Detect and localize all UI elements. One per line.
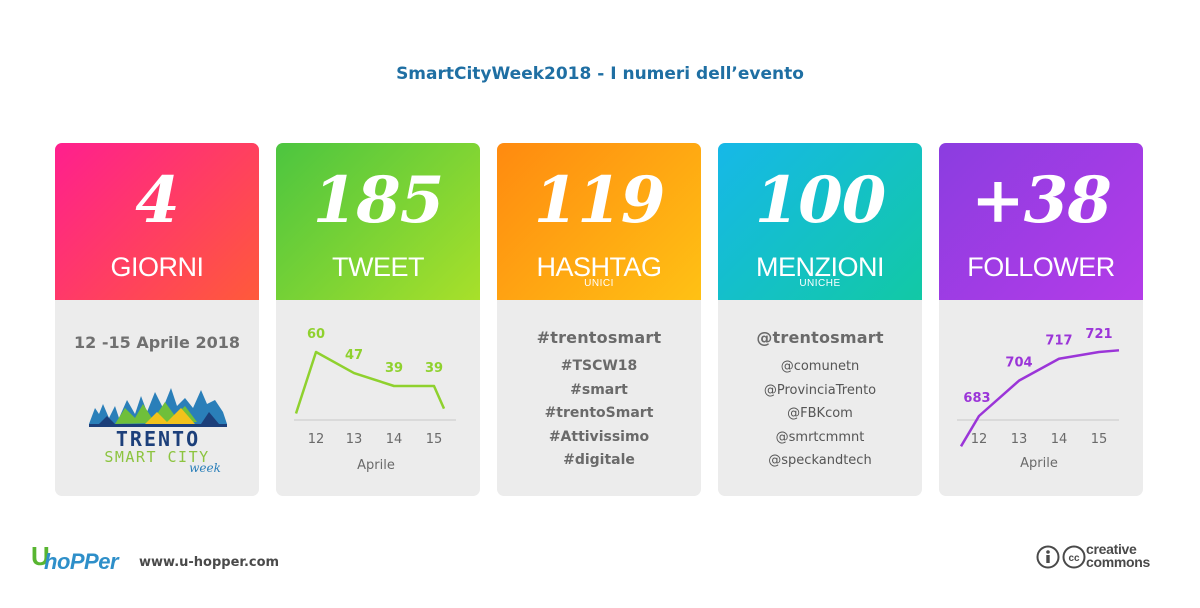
data-label: 721 [1085,327,1112,342]
cc-icon: cc [1062,545,1086,569]
card-header: 4 GIORNI [55,143,259,300]
list-item: @comunetn [780,359,860,374]
list-item: @smrtcmmnt [775,429,865,445]
tweet-line-chart: 60 47 39 39 12 13 14 15 Aprile [294,327,456,473]
stat-label: MENZIONI [756,252,885,282]
creative-commons-text: creative commons [1086,541,1151,570]
list-item: @FBKcom [787,406,853,421]
hashtag-list: #trentosmart #TSCW18 #smart #trentoSmart… [497,328,701,473]
list-item: @ProvinciaTrento [763,382,877,398]
card-body: 60 47 39 39 12 13 14 15 Aprile [276,300,480,496]
stat-number: 185 [312,163,445,238]
tick-label: 14 [1051,432,1068,447]
card-header: 119 HASHTAG UNICI [497,143,701,300]
tick-label: 13 [346,432,363,447]
stat-label: FOLLOWER [967,252,1115,282]
stat-number: 4 [135,163,180,238]
stat-number: 100 [754,163,887,238]
card-hashtag: 119 HASHTAG UNICI #trentosmart #TSCW18 #… [497,143,701,496]
list-item: @trentosmart [756,328,884,347]
card-header: +38 FOLLOWER [939,143,1143,300]
data-label: 704 [1005,356,1032,371]
card-header: 185 TWEET [276,143,480,300]
card-tweet: 185 TWEET 60 47 39 39 12 13 14 15 Aprile [276,143,480,496]
tick-label: 12 [971,432,988,447]
follower-line-chart: 683 704 717 721 12 13 14 15 Aprile [957,327,1120,471]
series-line [294,350,446,414]
list-item: #trentoSmart [544,405,654,421]
list-item: #smart [570,381,628,398]
tick-label: 14 [386,432,403,447]
tick-label: 12 [308,432,325,447]
tick-label: 15 [1091,432,1108,447]
data-label: 683 [963,391,990,406]
data-label: 39 [385,361,403,376]
stat-label: GIORNI [110,252,204,282]
card-header: 100 MENZIONI UNICHE [718,143,922,300]
card-giorni: 4 GIORNI 12 -15 Aprile 2018 TRENTO SMART… [55,143,259,496]
list-item: #Attivissimo [548,428,650,445]
stat-sublabel: UNICI [584,278,614,289]
stat-label: TWEET [332,252,425,282]
cc-line1: creative [1086,541,1137,557]
card-body: @trentosmart @comunetn @ProvinciaTrento … [718,300,922,496]
page-title: SmartCityWeek2018 - I numeri dell’evento [396,64,804,84]
logo-week-text: week [189,461,221,474]
event-dates: 12 -15 Aprile 2018 [74,333,240,352]
x-axis-label: Aprile [1020,456,1058,471]
list-item: #digitale [563,452,635,468]
tick-label: 13 [1011,432,1028,447]
series-line [959,349,1120,447]
mention-list: @trentosmart @comunetn @ProvinciaTrento … [718,328,922,473]
data-label: 39 [425,361,443,376]
data-label: 717 [1045,334,1072,349]
tick-label: 15 [426,432,443,447]
cc-line2: commons [1086,554,1151,570]
x-axis-label: Aprile [357,458,395,473]
card-menzioni: 100 MENZIONI UNICHE @trentosmart @comune… [718,143,922,496]
stat-number: 119 [533,163,666,238]
card-follower: +38 FOLLOWER 683 704 717 721 12 13 14 15 Aprile [939,143,1143,496]
footer-website-link[interactable]: www.u-hopper.com [139,555,280,570]
uhopper-logo-u: U [31,541,50,571]
list-item: @speckandtech [768,453,872,468]
list-item: #trentosmart [536,328,662,347]
data-label: 60 [307,327,325,342]
stat-number: +38 [971,163,1112,238]
logo-trento-text: TRENTO [116,427,200,451]
card-body: 12 -15 Aprile 2018 TRENTO SMART CITY wee… [55,300,259,496]
data-label: 47 [345,348,363,363]
uhopper-logo-text: hoPPer [44,549,119,574]
trento-smart-city-logo: TRENTO SMART CITY week [89,388,227,474]
stat-label: HASHTAG [536,252,662,282]
stat-sublabel: UNICHE [799,278,841,289]
list-item: #TSCW18 [560,358,638,374]
info-icon [1036,545,1060,569]
svg-text:cc: cc [1068,553,1080,564]
card-body: #trentosmart #TSCW18 #smart #trentoSmart… [497,300,701,496]
card-body: 683 704 717 721 12 13 14 15 Aprile [939,300,1143,496]
logo-smartcity-text: SMART CITY [104,448,209,466]
